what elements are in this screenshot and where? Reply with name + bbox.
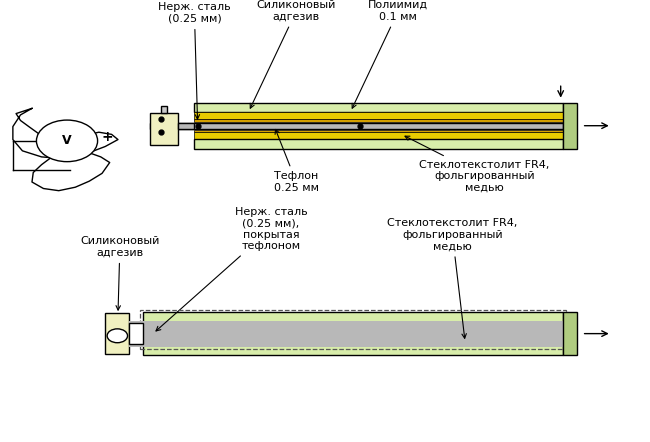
Bar <box>563 312 577 355</box>
Bar <box>194 112 563 119</box>
Bar <box>194 139 563 149</box>
Text: Силиконовый
адгезив: Силиконовый адгезив <box>250 0 336 108</box>
Text: +: + <box>102 130 114 145</box>
Text: Стеклотекстолит FR4,
фольгированный
медью: Стеклотекстолит FR4, фольгированный медь… <box>405 136 549 193</box>
Text: V: V <box>62 134 72 147</box>
Bar <box>150 123 563 129</box>
Text: Тефлон
0.25 мм: Тефлон 0.25 мм <box>274 130 319 193</box>
Bar <box>105 313 129 354</box>
Bar <box>129 323 144 344</box>
Circle shape <box>36 120 98 162</box>
Text: Нерж. сталь
(0.25 мм): Нерж. сталь (0.25 мм) <box>158 2 231 119</box>
Circle shape <box>107 329 127 343</box>
Text: Нерж. сталь
(0.25 мм),
покрытая
тефлоном: Нерж. сталь (0.25 мм), покрытая тефлоном <box>156 206 307 331</box>
Bar <box>194 130 563 132</box>
Bar <box>144 312 563 355</box>
Bar <box>194 103 563 112</box>
Bar <box>194 132 563 139</box>
Bar <box>150 113 179 145</box>
Text: Полиимид
0.1 мм: Полиимид 0.1 мм <box>352 0 428 108</box>
Text: Силиконовый
адгезив: Силиконовый адгезив <box>80 236 159 310</box>
Bar <box>140 310 566 349</box>
Bar <box>563 103 577 149</box>
Bar <box>179 123 194 129</box>
Bar <box>144 320 563 347</box>
Bar <box>129 320 144 347</box>
Text: Стеклотекстолит FR4,
фольгированный
медью: Стеклотекстолит FR4, фольгированный медь… <box>387 218 517 338</box>
Bar <box>161 106 167 113</box>
Bar <box>194 119 563 122</box>
